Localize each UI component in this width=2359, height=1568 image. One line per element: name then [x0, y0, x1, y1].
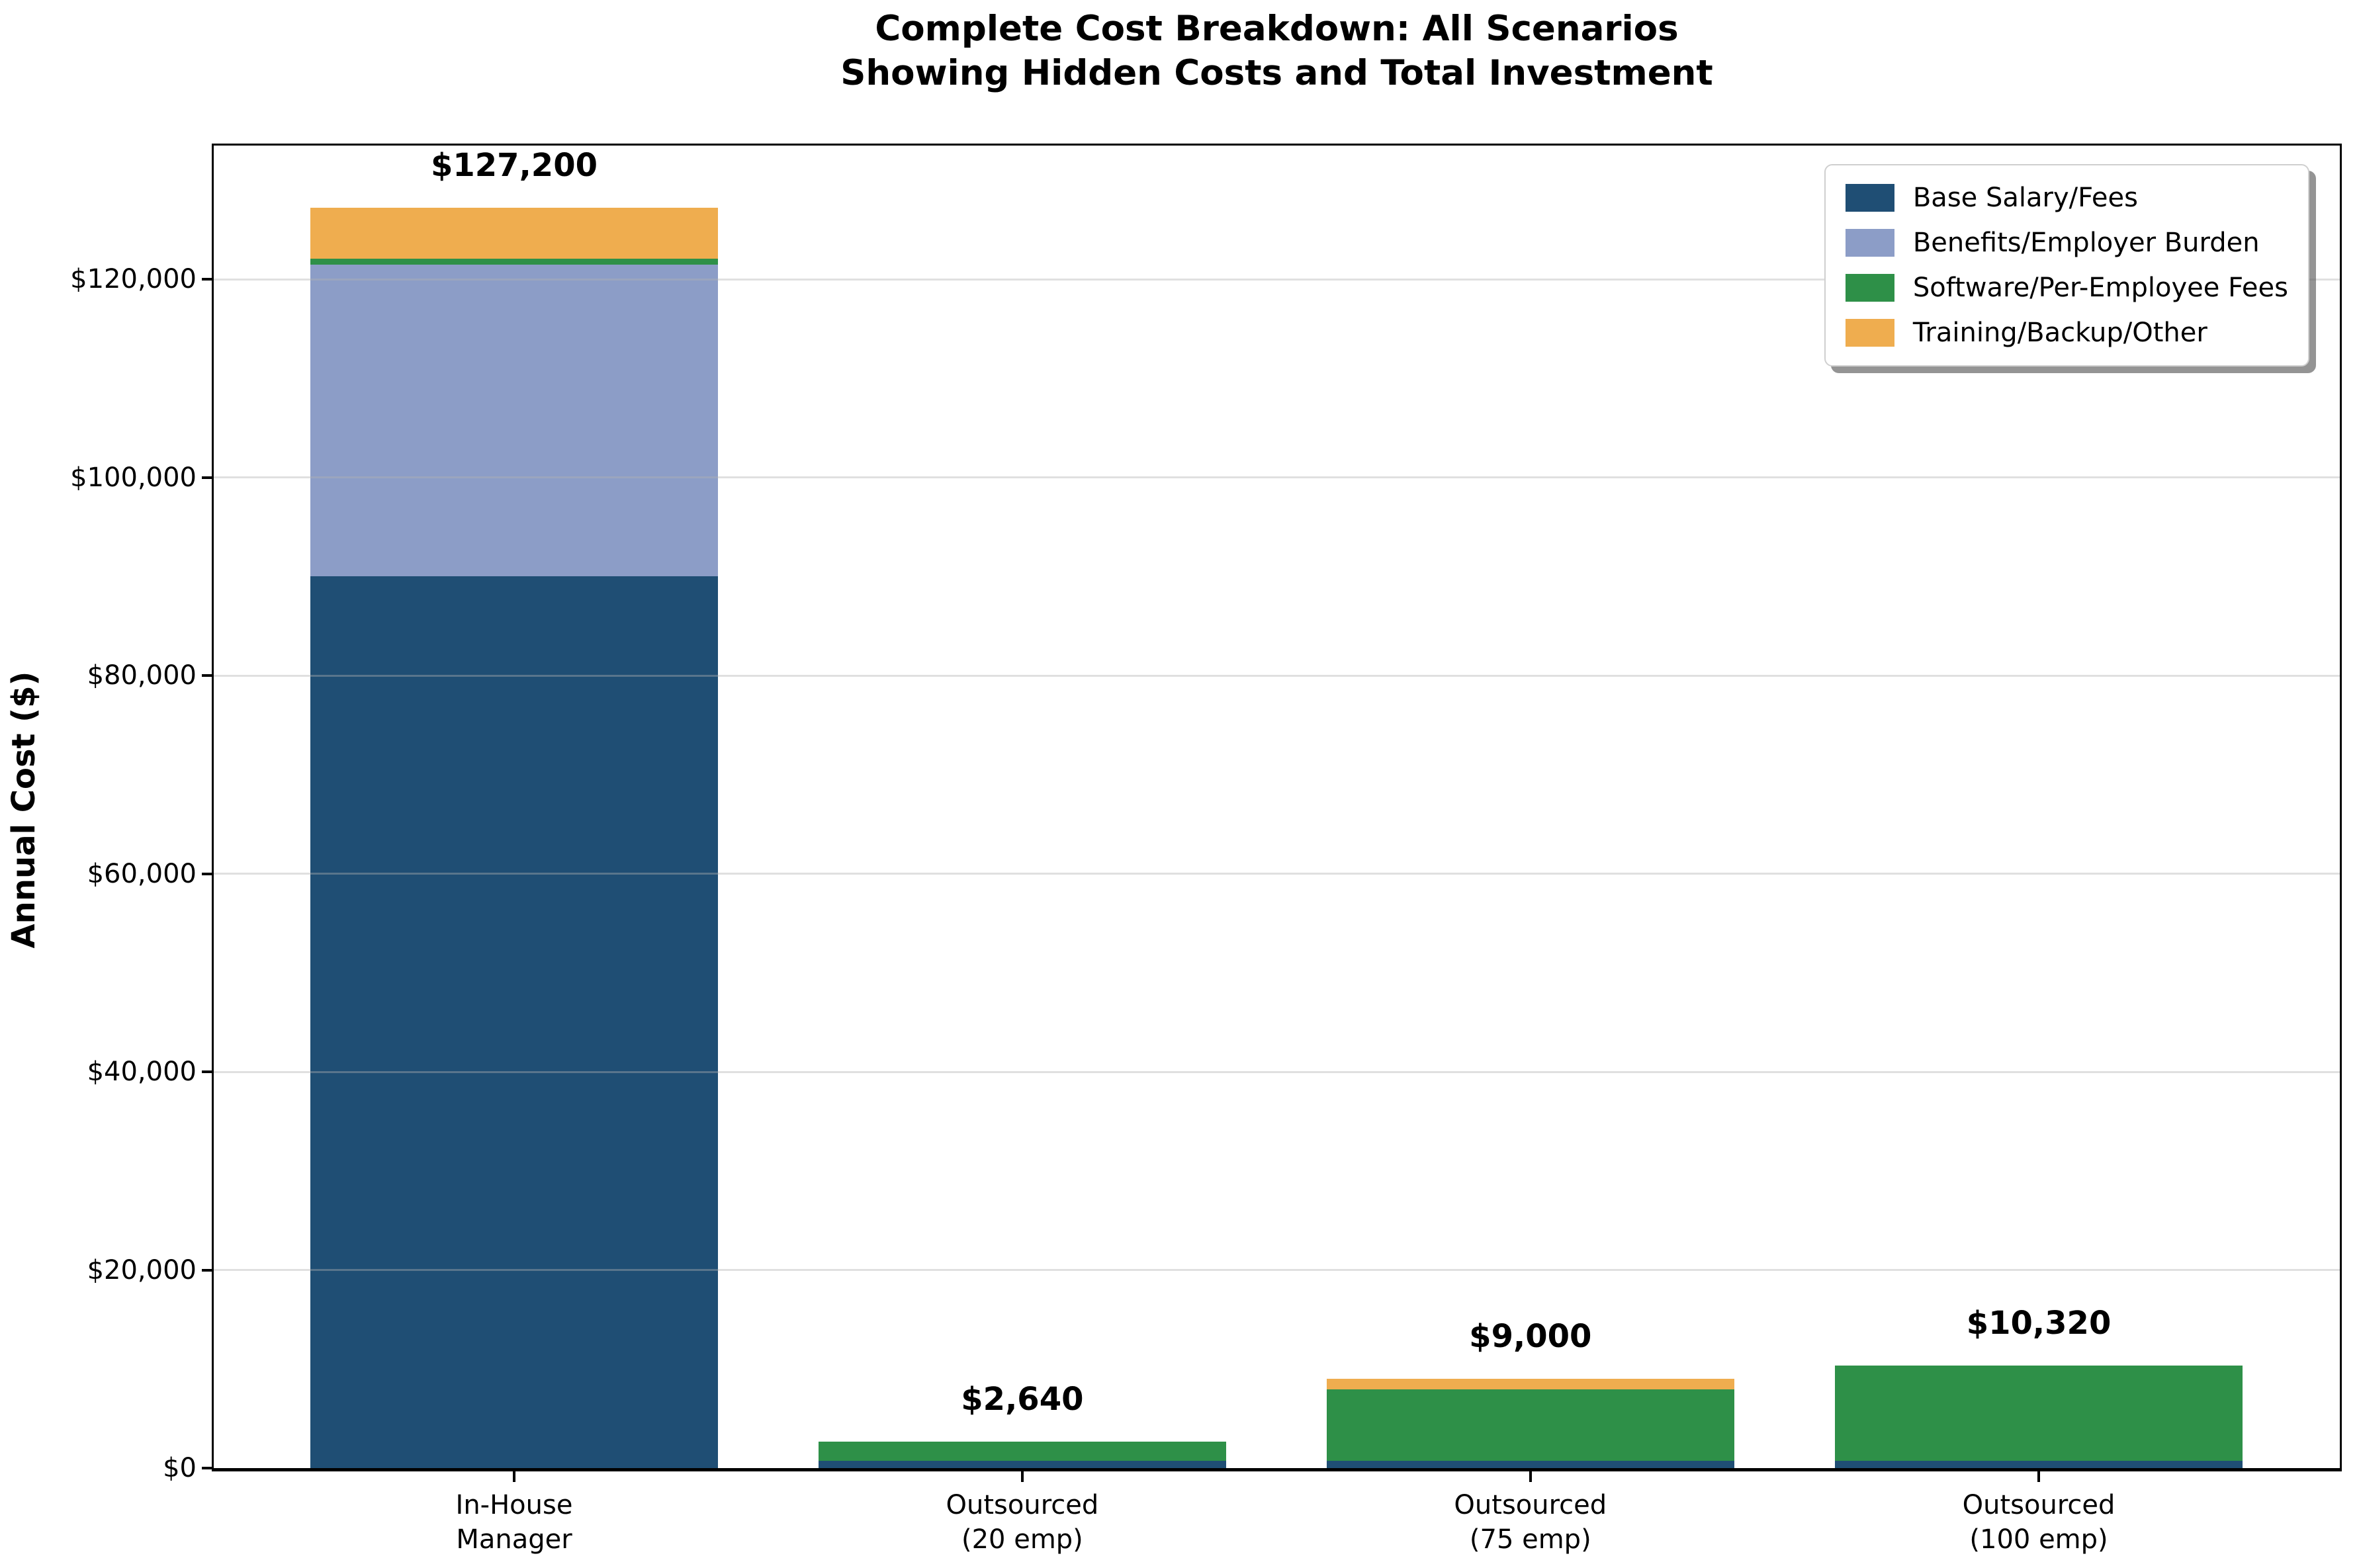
x-tick-label-line: (100 emp)	[1867, 1522, 2211, 1557]
y-tick-mark	[202, 1269, 214, 1272]
bar-total-label: $127,200	[349, 147, 680, 184]
x-tick-label-line: Manager	[342, 1522, 686, 1557]
y-tick-mark	[202, 674, 214, 677]
x-tick-mark	[2037, 1471, 2040, 1482]
y-tick-mark	[202, 873, 214, 875]
x-tick-label-line: In-House	[342, 1488, 686, 1522]
legend-label-base-salary: Base Salary/Fees	[1913, 183, 2138, 213]
x-tick-label-line: (20 emp)	[850, 1522, 1194, 1557]
legend-row-training: Training/Backup/Other	[1846, 318, 2288, 348]
y-tick-label: $0	[0, 1451, 197, 1485]
x-tick-label-line: Outsourced	[1867, 1488, 2211, 1522]
chart-screenshot: { "title": { "line1": "Complete Cost Bre…	[0, 0, 2359, 1568]
x-tick-label: Outsourced(100 emp)	[1867, 1488, 2211, 1557]
x-tick-mark	[513, 1471, 515, 1482]
legend-label-training: Training/Backup/Other	[1913, 318, 2207, 348]
x-tick-label-line: Outsourced	[1358, 1488, 1703, 1522]
x-tick-label: Outsourced(20 emp)	[850, 1488, 1194, 1557]
y-tick-label: $20,000	[0, 1253, 197, 1287]
legend-swatch-benefits-icon	[1846, 229, 1894, 257]
x-tick-label-line: (75 emp)	[1358, 1522, 1703, 1557]
y-tick-mark	[202, 1467, 214, 1469]
plot-area: $127,200 $2,640 $9,000 $10,320 Base Salary/…	[212, 144, 2342, 1471]
bar-total-label: $9,000	[1365, 1318, 1696, 1355]
legend-row-benefits: Benefits/Employer Burden	[1846, 228, 2288, 258]
x-tick-label: Outsourced(75 emp)	[1358, 1488, 1703, 1557]
legend-row-base-salary: Base Salary/Fees	[1846, 183, 2288, 213]
legend-swatch-base-salary-icon	[1846, 184, 1894, 212]
x-tick-label-line: Outsourced	[850, 1488, 1194, 1522]
legend: Base Salary/Fees Benefits/Employer Burde…	[1824, 164, 2309, 367]
chart-title-line1: Complete Cost Breakdown: All Scenarios	[214, 7, 2340, 51]
legend-label-software: Software/Per-Employee Fees	[1913, 273, 2288, 303]
y-tick-label: $80,000	[0, 658, 197, 693]
bar-total-label: $10,320	[1873, 1305, 2204, 1342]
y-tick-label: $60,000	[0, 857, 197, 891]
y-tick-label: $100,000	[0, 460, 197, 495]
x-tick-mark	[1529, 1471, 1532, 1482]
legend-swatch-software-icon	[1846, 274, 1894, 302]
bar-total-label: $2,640	[857, 1381, 1188, 1418]
y-tick-label: $40,000	[0, 1055, 197, 1089]
y-tick-mark	[202, 476, 214, 479]
legend-row-software: Software/Per-Employee Fees	[1846, 273, 2288, 303]
chart-title-line2: Showing Hidden Costs and Total Investmen…	[214, 51, 2340, 95]
y-tick-mark	[202, 278, 214, 281]
legend-label-benefits: Benefits/Employer Burden	[1913, 228, 2260, 258]
legend-swatch-training-icon	[1846, 319, 1894, 347]
y-tick-mark	[202, 1070, 214, 1073]
x-tick-mark	[1021, 1471, 1024, 1482]
x-tick-label: In-HouseManager	[342, 1488, 686, 1557]
chart-title: Complete Cost Breakdown: All Scenarios S…	[214, 7, 2340, 95]
y-tick-label: $120,000	[0, 262, 197, 296]
